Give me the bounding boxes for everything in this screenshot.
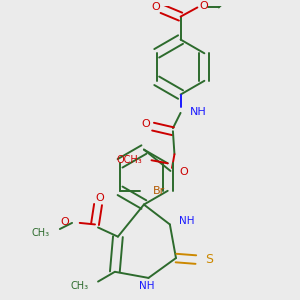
Text: O: O — [141, 119, 150, 129]
Text: S: S — [206, 253, 214, 266]
Text: CH₃: CH₃ — [71, 281, 89, 291]
Text: CH₃: CH₃ — [32, 228, 50, 238]
Text: O: O — [199, 1, 208, 10]
Text: Br: Br — [153, 185, 165, 196]
Text: O: O — [180, 167, 188, 177]
Text: O: O — [95, 193, 104, 203]
Text: NH: NH — [139, 280, 155, 291]
Text: O: O — [151, 2, 160, 11]
Text: NH: NH — [190, 107, 207, 117]
Text: OCH₃: OCH₃ — [117, 154, 142, 165]
Text: O: O — [60, 217, 69, 227]
Text: NH: NH — [179, 216, 194, 226]
